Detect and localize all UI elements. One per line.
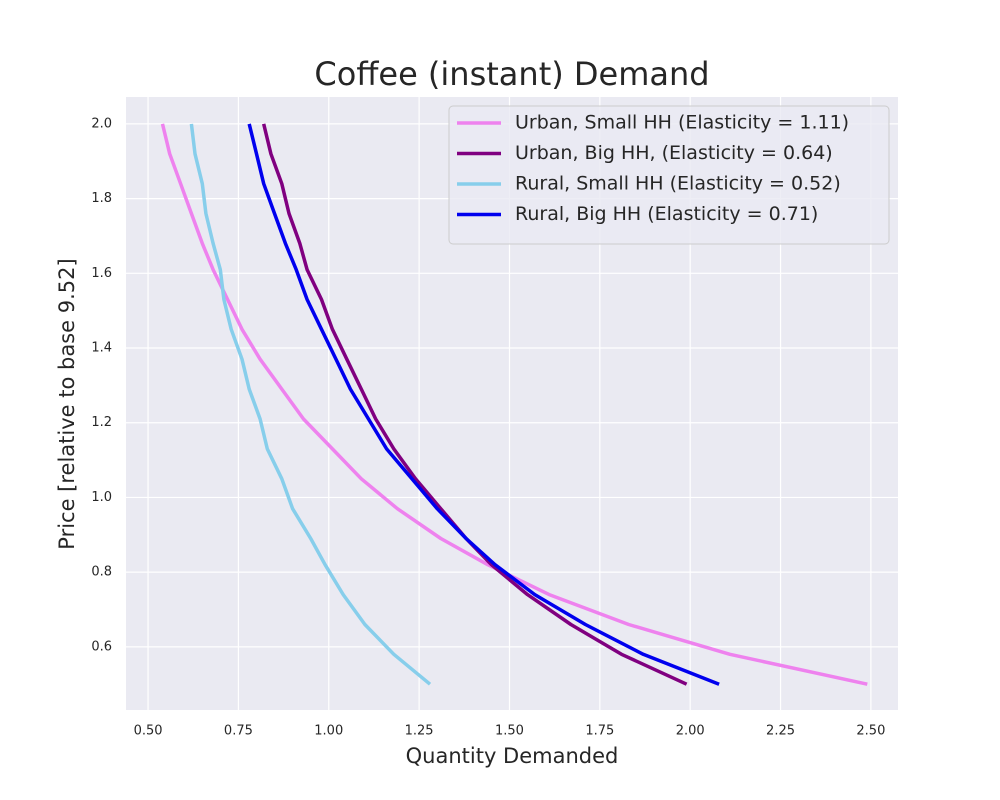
x-tick-label: 2.25 <box>766 724 795 739</box>
x-tick-label: 1.75 <box>585 724 614 739</box>
x-tick-label: 2.00 <box>676 724 705 739</box>
y-tick-label: 1.6 <box>91 266 112 281</box>
x-axis-label: Quantity Demanded <box>406 744 619 768</box>
x-tick-label: 0.50 <box>134 724 163 739</box>
x-tick-label: 0.75 <box>224 724 253 739</box>
series-line <box>261 123 688 686</box>
y-tick-label: 0.8 <box>91 565 112 580</box>
legend: Urban, Small HH (Elasticity = 1.11) Urban… <box>448 105 890 245</box>
series-line <box>247 123 720 686</box>
x-tick-label: 1.25 <box>405 724 434 739</box>
x-tick-label: 1.00 <box>314 724 343 739</box>
legend-label: Rural, Big HH (Elasticity = 0.71) <box>515 203 818 225</box>
y-tick-label: 1.4 <box>91 341 112 356</box>
series-line <box>160 123 868 686</box>
y-tick-label: 1.2 <box>91 415 112 430</box>
y-axis-label: Price [relative to base 9.52] <box>55 258 79 549</box>
legend-box <box>448 105 890 245</box>
legend-label: Rural, Small HH (Elasticity = 0.52) <box>515 173 841 195</box>
y-tick-label: 2.0 <box>91 116 112 131</box>
series-line <box>189 123 432 686</box>
y-tick-label: 0.6 <box>91 639 112 654</box>
lines <box>160 123 868 686</box>
x-tick-label: 1.50 <box>495 724 524 739</box>
chart-title: Coffee (instant) Demand <box>314 55 709 93</box>
x-tick-label: 2.50 <box>856 724 885 739</box>
legend-label: Urban, Big HH, (Elasticity = 0.64) <box>515 142 833 164</box>
y-tick-label: 1.8 <box>91 191 112 206</box>
legend-label: Urban, Small HH (Elasticity = 1.11) <box>515 112 849 134</box>
y-tick-label: 1.0 <box>91 490 112 505</box>
